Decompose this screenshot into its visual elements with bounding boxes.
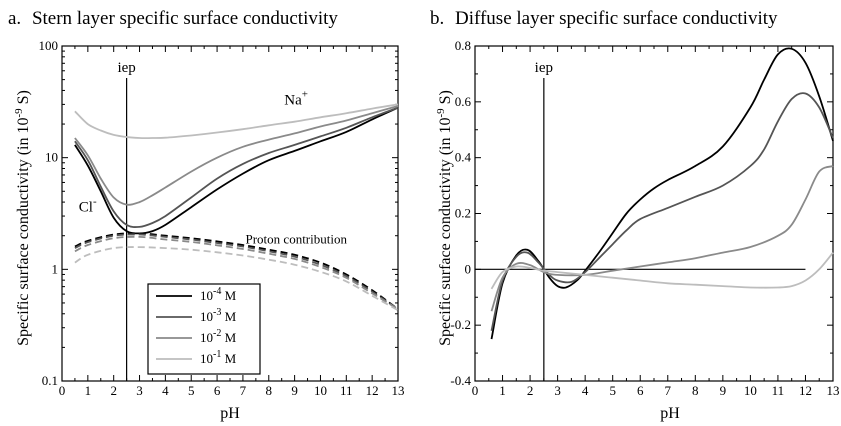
legend-exp: -3: [213, 307, 221, 318]
panel-a-ylabel-end: S): [15, 90, 32, 108]
panel-b-xlabel: pH: [660, 405, 680, 422]
legend-exp: -4: [213, 286, 221, 297]
panel-b-ylabel-end: S): [437, 90, 454, 108]
panel-b-series-1: [490, 92, 834, 331]
panel-a-legend-label: 10-1 M: [200, 349, 237, 366]
legend-base: 10: [200, 330, 213, 345]
panel-a-xtick-label: 7: [240, 383, 247, 398]
legend-unit: M: [221, 288, 236, 303]
panel-a-title-text: Stern layer specific surface conductivit…: [32, 8, 338, 29]
panel-b-xtick-label: 12: [799, 383, 812, 398]
panel-b-ytick-label: 0.4: [455, 150, 472, 165]
panel-b-series-0: [490, 47, 834, 340]
panel-b-xtick-label: 6: [637, 383, 644, 398]
panel-b-ytick-label: 0: [465, 261, 472, 276]
panel-a-ylabel: Specific surface conductivity (in 10-9 S…: [13, 90, 32, 346]
panel-b-ytick-label: -0.2: [450, 317, 471, 332]
panel-a-series-6-dashed: [74, 235, 399, 310]
panel-a-annotation-1: Cl-: [79, 195, 97, 215]
legend-exp: -1: [213, 349, 221, 360]
panel-b-label: b.: [430, 8, 444, 29]
panel-b-xtick-label: 0: [472, 383, 479, 398]
panel-b-iep-label: iep: [535, 60, 553, 76]
panel-b-ylabel-text: Specific surface conductivity (in 10: [437, 118, 454, 346]
panel-b-ytick-label: 0.2: [455, 206, 471, 221]
panel-a-xtick-label: 4: [162, 383, 169, 398]
panel-b-xtick-label: 4: [582, 383, 589, 398]
panel-b-plot: 0 1 2 3 4 5 6 7 8 9 10 11 12 13-0.4-0.200.20.40.60.8i…: [450, 38, 839, 398]
panel-a-label: a.: [8, 8, 21, 29]
legend-unit: M: [221, 351, 236, 366]
panel-b-ylabel-sup: -9: [435, 108, 447, 118]
panel-b-series-3: [490, 252, 834, 290]
panel-a-series-7-dashed: [74, 246, 399, 312]
panel-b-xtick-label: 7: [665, 383, 672, 398]
panel-a-annotation-0: Na+: [284, 88, 308, 108]
panel-b-title-text: Diffuse layer specific surface conductiv…: [455, 8, 778, 29]
legend-base: 10: [200, 309, 213, 324]
panel-a-annotation-text: Na: [284, 92, 302, 108]
panel-a-ytick-label: 0.1: [42, 373, 58, 388]
panel-a-ylabel-sup: -9: [13, 108, 25, 118]
panel-a-xtick-label: 13: [392, 383, 405, 398]
panel-a-series-5-dashed: [74, 233, 399, 310]
panel-a-xtick-label: 5: [188, 383, 195, 398]
panel-a-series-0: [74, 106, 399, 235]
panel-a-legend-label: 10-2 M: [200, 328, 237, 345]
panel-b-ytick-label: 0.8: [455, 38, 471, 53]
panel-b-xtick-label: 1: [499, 383, 506, 398]
legend-unit: M: [221, 309, 236, 324]
panel-a-xtick-label: 2: [110, 383, 117, 398]
panel-a-iep-label: iep: [117, 60, 135, 76]
panel-b-xtick-label: 8: [692, 383, 699, 398]
panel-a-annotation-sup: -: [93, 195, 97, 207]
panel-a-xtick-label: 12: [366, 383, 379, 398]
panel-a-series-4-dashed: [74, 232, 399, 310]
panel-b-ytick-label: 0.6: [455, 94, 472, 109]
panel-a-series-1: [74, 106, 399, 228]
panel-b-title: b. Diffuse layer specific surface conduc…: [430, 8, 778, 29]
panel-a-annotation-text: Cl: [79, 199, 93, 215]
panel-a-annotation-sup: +: [302, 88, 308, 100]
panel-b-xtick-label: 9: [720, 383, 727, 398]
panel-a-annotation-2: Proton contribution: [246, 232, 348, 247]
panel-a-annotation-text: Proton contribution: [246, 232, 348, 247]
panel-a-xlabel: pH: [220, 405, 240, 422]
panel-b-xtick-label: 3: [554, 383, 561, 398]
panel-a-ytick-label: 1: [52, 261, 59, 276]
panel-a-title: a. Stern layer specific surface conducti…: [8, 8, 338, 29]
legend-unit: M: [221, 330, 236, 345]
legend-base: 10: [200, 351, 213, 366]
panel-a-xtick-label: 3: [136, 383, 143, 398]
panel-a-series-3: [74, 103, 399, 140]
panel-a-ytick-label: 100: [39, 38, 59, 53]
panel-a-xtick-label: 0: [59, 383, 66, 398]
legend-base: 10: [200, 288, 213, 303]
panel-a-xtick-label: 6: [214, 383, 221, 398]
legend-exp: -2: [213, 328, 221, 339]
panel-b-xtick-label: 11: [772, 383, 785, 398]
panel-b-ytick-label: -0.4: [450, 373, 471, 388]
panel-a-xtick-label: 1: [85, 383, 92, 398]
panel-b-xtick-label: 13: [827, 383, 840, 398]
panel-a-legend-label: 10-4 M: [200, 286, 237, 303]
panel-a-xtick-label: 11: [340, 383, 353, 398]
panel-b-series-2: [490, 165, 834, 312]
panel-a-xtick-label: 9: [291, 383, 298, 398]
panel-a-xtick-label: 10: [314, 383, 327, 398]
panel-a-xtick-label: 8: [266, 383, 273, 398]
panel-b-xtick-label: 2: [527, 383, 534, 398]
panel-b-xtick-label: 5: [609, 383, 616, 398]
panel-a-series-2: [74, 105, 399, 206]
panel-b-ylabel: Specific surface conductivity (in 10-9 S…: [435, 90, 454, 346]
panel-b-xtick-label: 10: [744, 383, 757, 398]
panel-a-ytick-label: 10: [45, 150, 58, 165]
panel-a-legend-label: 10-3 M: [200, 307, 237, 324]
panel-a-ylabel-text: Specific surface conductivity (in 10: [15, 118, 32, 346]
panel-a-plot: 0 1 2 3 4 5 6 7 8 9 10 11 12 130.1110100iepNa+Cl-Prot…: [39, 38, 405, 398]
